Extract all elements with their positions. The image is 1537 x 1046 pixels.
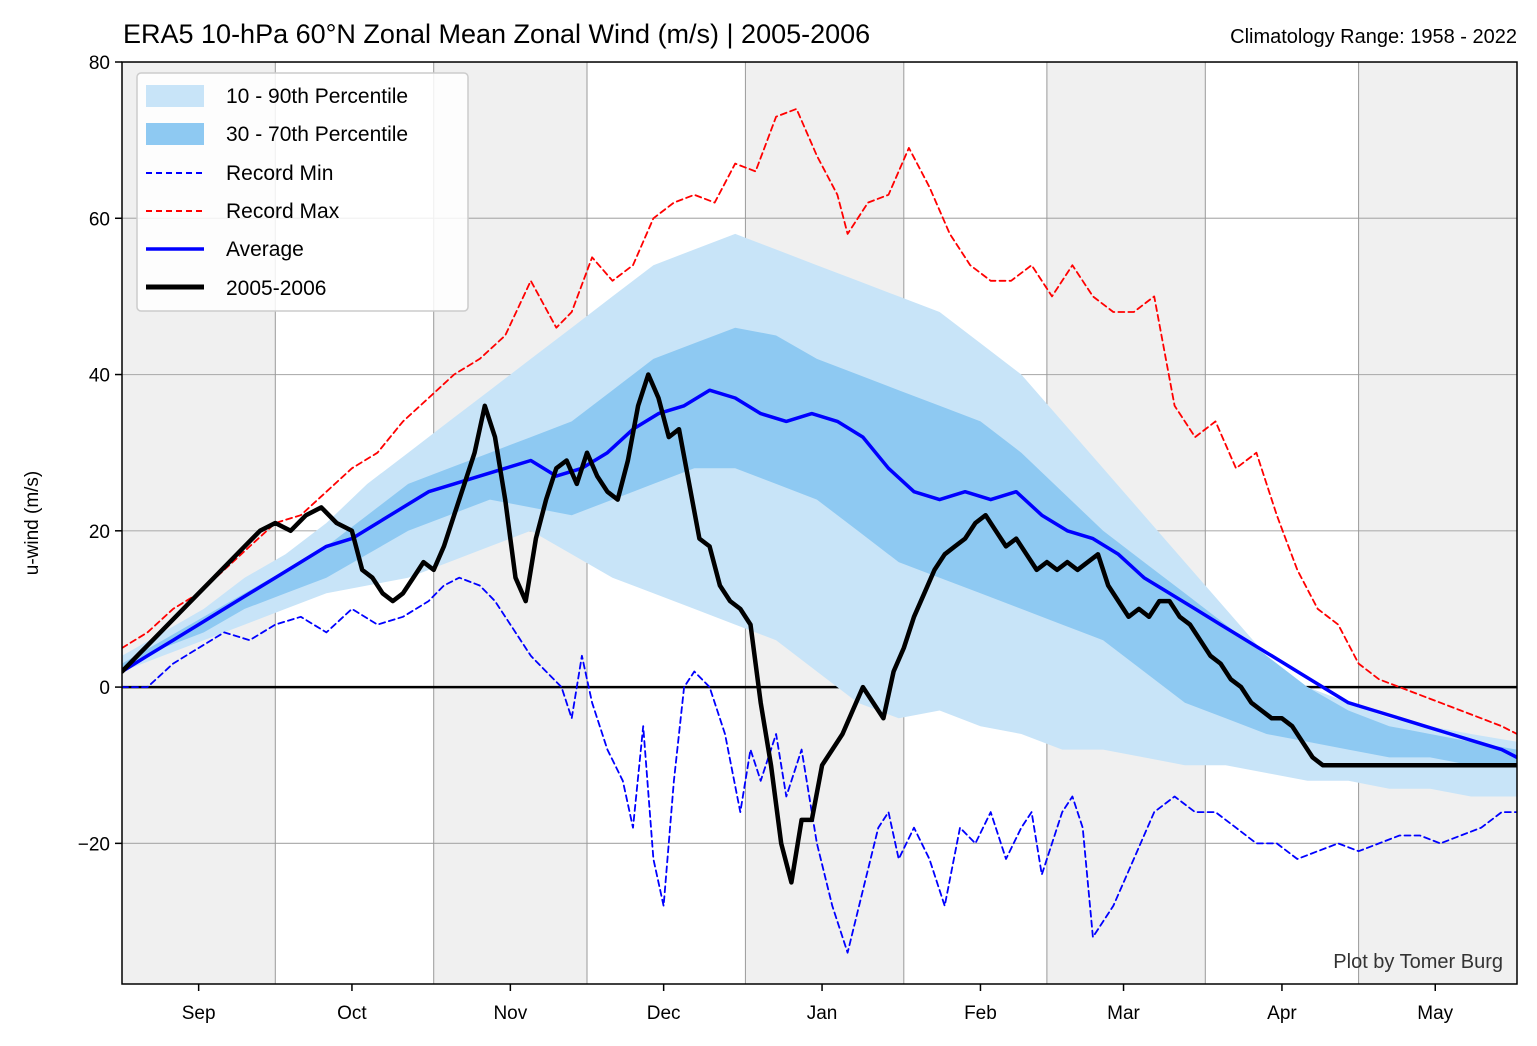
y-tick-label: 0 <box>99 678 110 699</box>
legend-label-30-70: 30 - 70th Percentile <box>226 123 408 146</box>
season-2005-2006-line <box>122 372 1517 885</box>
y-tick-label: 40 <box>89 366 110 387</box>
band-30-70-percentile <box>122 327 1517 766</box>
x-tick-label: Oct <box>337 1003 367 1024</box>
legend-box <box>136 72 469 312</box>
x-tick-label: Feb <box>964 1003 997 1024</box>
x-tick-label: Dec <box>647 1003 681 1024</box>
x-axis: Sep Oct Nov Dec Jan Feb Mar Apr May <box>182 984 1454 1024</box>
legend-swatch-10-90 <box>146 85 204 107</box>
month-shade-4 <box>1358 62 1517 984</box>
x-tick-label: Jan <box>807 1003 838 1024</box>
legend-label-average: Average <box>226 238 304 261</box>
plot-frame <box>121 61 1518 985</box>
x-tick-label: Sep <box>182 1003 216 1024</box>
legend-label-10-90: 10 - 90th Percentile <box>226 85 408 108</box>
climatology-range: Climatology Range: 1958 - 2022 <box>1230 26 1517 48</box>
x-tick-label: Nov <box>493 1003 527 1024</box>
y-axis: 80 60 40 20 0 −20 <box>78 53 122 855</box>
legend-swatch-30-70 <box>146 123 204 145</box>
record-min-line <box>122 576 1517 954</box>
percentile-bands <box>122 233 1517 797</box>
plot-credit: Plot by Tomer Burg <box>1333 951 1503 973</box>
legend-label-current: 2005-2006 <box>226 277 326 300</box>
y-tick-label: 60 <box>89 209 110 230</box>
y-tick-label: 80 <box>89 53 110 74</box>
y-tick-label: 20 <box>89 522 110 543</box>
y-tick-label: −20 <box>78 834 110 855</box>
x-tick-label: May <box>1417 1003 1453 1024</box>
legend-label-record-max: Record Max <box>226 200 340 223</box>
chart-title: ERA5 10-hPa 60°N Zonal Mean Zonal Wind (… <box>123 19 870 49</box>
average-line <box>122 388 1517 760</box>
x-tick-label: Apr <box>1267 1003 1297 1024</box>
legend: 10 - 90th Percentile 30 - 70th Percentil… <box>136 72 469 312</box>
y-axis-label: u-wind (m/s) <box>22 471 43 576</box>
record-max-line <box>122 108 1517 735</box>
legend-label-record-min: Record Min <box>226 162 333 185</box>
series-lines <box>122 108 1517 954</box>
x-tick-label: Mar <box>1107 1003 1140 1024</box>
